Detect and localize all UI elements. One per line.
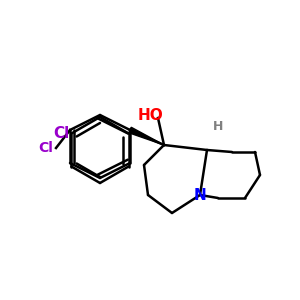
Polygon shape bbox=[129, 127, 164, 145]
Text: H: H bbox=[213, 121, 223, 134]
Text: Cl: Cl bbox=[39, 141, 53, 155]
Text: Cl: Cl bbox=[53, 126, 70, 141]
Text: HO: HO bbox=[137, 109, 163, 124]
Text: N: N bbox=[194, 188, 206, 202]
